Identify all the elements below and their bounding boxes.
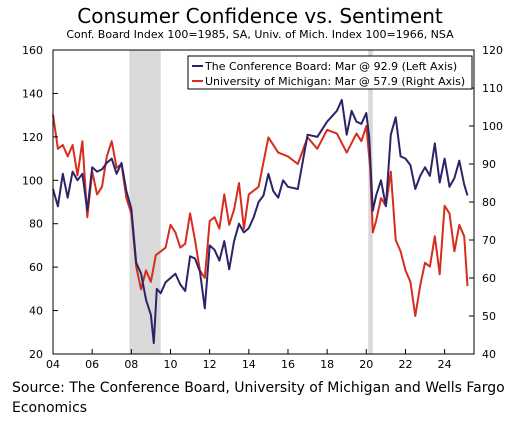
x-tick-label: 10: [163, 358, 177, 371]
x-tick-label: 22: [398, 358, 412, 371]
conference-board-line: [52, 98, 469, 345]
x-tick-label: 18: [320, 358, 334, 371]
y-right-tick-label: 110: [482, 82, 503, 95]
legend: The Conference Board: Mar @ 92.9 (Left A…: [187, 55, 473, 90]
source-note: Source: The Conference Board, University…: [12, 380, 505, 416]
x-tick-label: 14: [242, 358, 256, 371]
y-left-tick-label: 120: [22, 131, 43, 144]
series-lines: [52, 98, 469, 345]
x-tick-label: 04: [46, 358, 60, 371]
y-right-tick-label: 40: [482, 348, 496, 361]
x-tick-label: 16: [281, 358, 295, 371]
x-tick-label: 20: [359, 358, 373, 371]
x-tick-label: 08: [124, 358, 138, 371]
y-right-tick-label: 60: [482, 272, 496, 285]
y-right-tick-label: 50: [482, 310, 496, 323]
legend-label-conference-board: The Conference Board: Mar @ 92.9 (Left A…: [204, 60, 457, 73]
y-left-tick-label: 80: [29, 218, 43, 231]
recession-band: [368, 50, 373, 354]
y-left-tick-label: 40: [29, 305, 43, 318]
recession-shading: [129, 50, 373, 354]
y-left-tick-label: 20: [29, 348, 43, 361]
chart-subtitle: Conf. Board Index 100=1985, SA, Univ. of…: [66, 28, 454, 41]
legend-box: [187, 55, 473, 90]
y-right-tick-label: 70: [482, 234, 496, 247]
y-left-tick-label: 60: [29, 261, 43, 274]
michigan-line: [52, 114, 469, 317]
legend-label-michigan: University of Michigan: Mar @ 57.9 (Righ…: [205, 75, 465, 88]
x-tick-label: 06: [85, 358, 99, 371]
y-left-tick-label: 160: [22, 44, 43, 57]
chart-title: Consumer Confidence vs. Sentiment: [77, 4, 443, 28]
y-right-tick-label: 80: [482, 196, 496, 209]
y-left-tick-label: 100: [22, 174, 43, 187]
axes: 04 06 08 10 12 14 16 18 20 22 24 20 40 60 80 100 120 140 1…: [22, 44, 503, 371]
plot-frame: [52, 49, 475, 355]
x-tick-label: 24: [438, 358, 452, 371]
y-right-tick-label: 90: [482, 158, 496, 171]
y-right-tick-label: 100: [482, 120, 503, 133]
y-left-tick-label: 140: [22, 87, 43, 100]
x-tick-label: 12: [203, 358, 217, 371]
y-right-tick-label: 120: [482, 44, 503, 57]
